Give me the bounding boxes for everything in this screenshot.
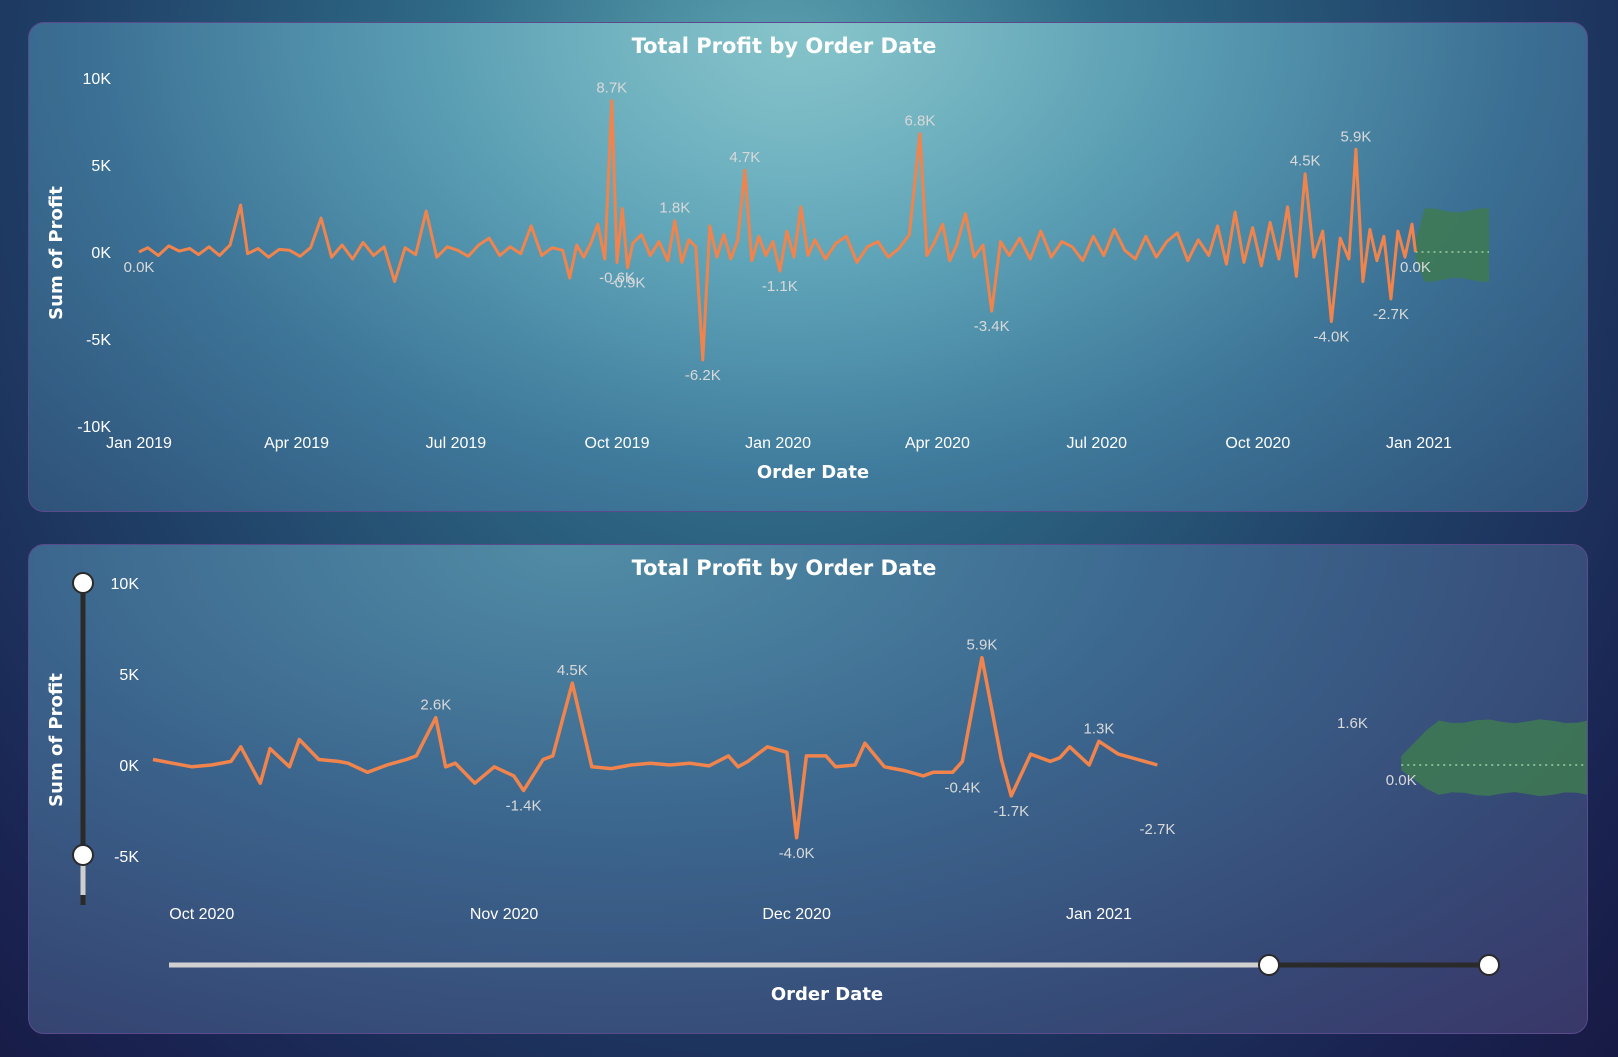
data-label: -1.7K: [993, 803, 1029, 820]
x-tick-label: Oct 2020: [1225, 435, 1290, 452]
series-line: [138, 99, 1417, 362]
y-tick-label: 5K: [119, 667, 139, 684]
y-zoom-handle-bottom[interactable]: [72, 844, 94, 866]
data-label: -2.7K: [1373, 306, 1409, 323]
x-tick-label: Jul 2019: [426, 435, 487, 452]
y-axis-title: Sum of Profit: [46, 673, 67, 807]
y-tick-label: 10K: [83, 71, 112, 88]
data-label: 1.6K: [1337, 715, 1368, 732]
chart-title: Total Profit by Order Date: [632, 34, 937, 58]
x-tick-label: Apr 2019: [264, 435, 329, 452]
data-label: -1.4K: [506, 797, 542, 814]
data-label: -0.6K: [599, 269, 635, 286]
data-label: -1.1K: [762, 278, 798, 295]
data-label: -6.2K: [685, 367, 721, 384]
x-axis-title: Order Date: [757, 462, 869, 483]
x-tick-label: Oct 2019: [585, 435, 650, 452]
y-tick-label: 0K: [91, 245, 111, 262]
data-label: -0.9K: [610, 275, 646, 292]
data-label: 0.0K: [1386, 772, 1417, 789]
x-tick-label: Nov 2020: [470, 906, 539, 923]
y-tick-label: 0K: [119, 758, 139, 775]
data-label: 0.0K: [1400, 259, 1431, 276]
data-label: -0.4K: [944, 779, 980, 796]
x-tick-label: Dec 2020: [762, 906, 831, 923]
forecast-band: [1415, 208, 1489, 282]
chart-panel-top: Total Profit by Order Date Order Date Su…: [28, 22, 1588, 512]
data-label: 5.9K: [1340, 128, 1371, 145]
data-label: 4.5K: [1290, 153, 1321, 170]
x-axis-title: Order Date: [771, 984, 883, 1005]
x-zoom-slider[interactable]: [169, 954, 1500, 976]
x-tick-label: Jul 2020: [1067, 435, 1128, 452]
data-label: 5.9K: [966, 637, 997, 654]
y-tick-label: -5K: [86, 332, 111, 349]
line-chart-bottom: Total Profit by Order Date Order Date Su…: [46, 556, 1587, 1005]
y-tick-label: -10K: [77, 419, 111, 436]
series-line: [152, 655, 1158, 840]
y-zoom-slider[interactable]: [72, 572, 94, 905]
data-label: -3.4K: [974, 318, 1010, 335]
data-label: -4.0K: [1313, 329, 1349, 346]
data-label: 1.8K: [659, 200, 690, 217]
x-tick-label: Apr 2020: [905, 435, 970, 452]
data-label: -4.0K: [779, 845, 815, 862]
data-label: 8.7K: [596, 80, 627, 97]
data-label: 4.7K: [729, 149, 760, 166]
forecast-band: [1401, 719, 1587, 797]
x-tick-label: Jan 2021: [1066, 906, 1132, 923]
y-zoom-handle-top[interactable]: [72, 572, 94, 594]
data-label: 4.5K: [557, 662, 588, 679]
data-label: 6.8K: [905, 113, 936, 130]
x-tick-label: Jan 2020: [745, 435, 811, 452]
y-tick-label: 10K: [111, 576, 140, 593]
x-tick-label: Jan 2021: [1386, 435, 1452, 452]
chart-panel-bottom: Total Profit by Order Date Order Date Su…: [28, 544, 1588, 1034]
y-tick-label: 5K: [91, 158, 111, 175]
x-tick-label: Oct 2020: [169, 906, 234, 923]
data-label: 2.6K: [420, 697, 451, 714]
line-chart-top: Total Profit by Order Date Order Date Su…: [46, 34, 1489, 483]
y-axis-title: Sum of Profit: [46, 186, 67, 320]
y-tick-label: -5K: [114, 849, 139, 866]
x-zoom-handle-left[interactable]: [1258, 954, 1280, 976]
chart-title: Total Profit by Order Date: [632, 556, 937, 580]
data-label: 0.0K: [124, 259, 155, 276]
data-label: 1.3K: [1083, 720, 1114, 737]
x-tick-label: Jan 2019: [106, 435, 172, 452]
data-label: -2.7K: [1140, 821, 1176, 838]
x-zoom-handle-right[interactable]: [1478, 954, 1500, 976]
